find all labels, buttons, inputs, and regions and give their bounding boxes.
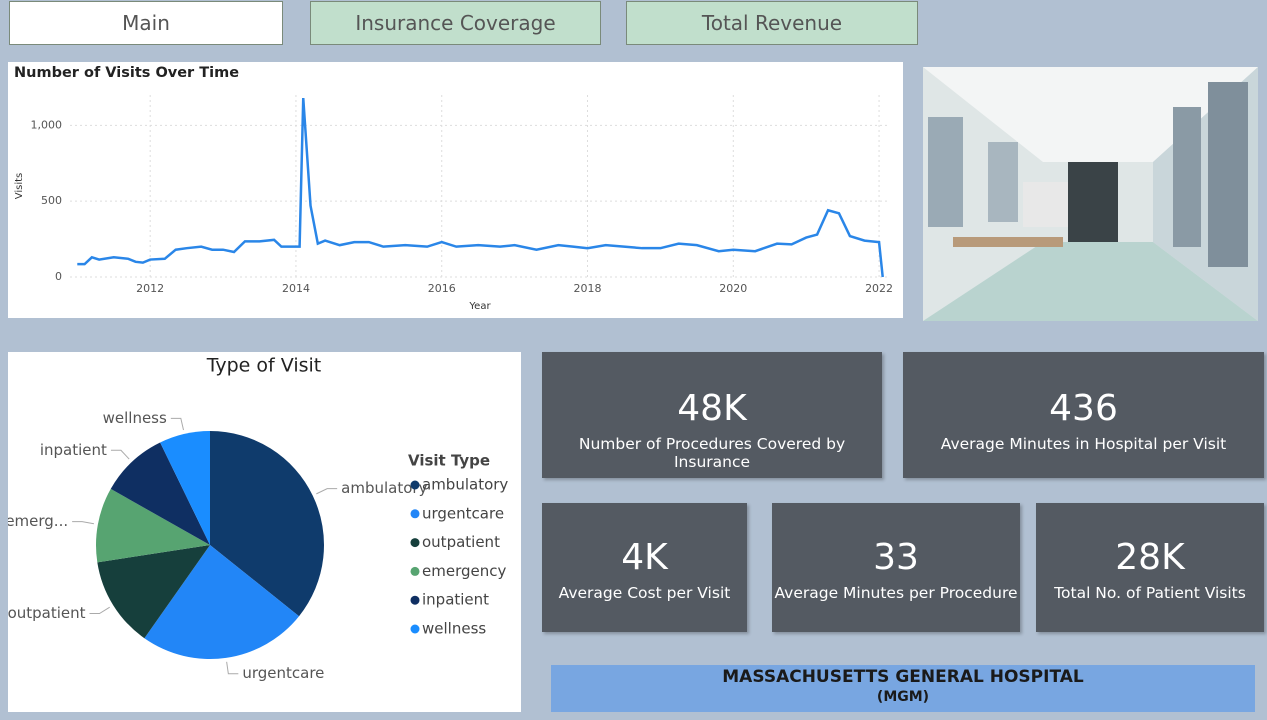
slice-label: outpatient xyxy=(8,604,86,622)
footer-subtitle: (MGM) xyxy=(876,689,930,705)
leader-line xyxy=(316,488,338,495)
x-tick-label: 2020 xyxy=(719,282,747,295)
legend-label: wellness xyxy=(422,620,486,638)
leader-line xyxy=(226,661,239,675)
slice-label: urgentcare xyxy=(242,664,324,682)
kpi-label: Average Minutes in Hospital per Visit xyxy=(940,435,1227,453)
kpi-label: Total No. of Patient Visits xyxy=(1054,584,1246,602)
leader-line xyxy=(89,606,110,615)
footer-title: MASSACHUSETTS GENERAL HOSPITAL xyxy=(722,667,1084,687)
nav-button[interactable]: Insurance Coverage xyxy=(310,1,601,45)
kpi-value: 33 xyxy=(873,537,919,578)
chart-title: Number of Visits Over Time xyxy=(14,65,239,81)
nav-button[interactable]: Total Revenue xyxy=(626,1,918,45)
kpi-label: Number of Procedures Covered by Insuranc… xyxy=(578,435,846,471)
kpi-card: 48K Number of Procedures Covered by Insur… xyxy=(542,352,882,478)
x-tick-label: 2018 xyxy=(574,282,602,295)
slice-label: emerg... xyxy=(8,512,68,530)
kpi-card: 436 Average Minutes in Hospital per Visit xyxy=(903,352,1264,478)
pie-slice xyxy=(95,488,210,563)
kpi-value: 436 xyxy=(1049,388,1118,429)
kpi-card: 33 Average Minutes per Procedure xyxy=(772,503,1020,632)
nav-button[interactable]: Main xyxy=(9,1,283,45)
kpi-card: 4K Average Cost per Visit xyxy=(542,503,747,632)
x-tick-label: 2012 xyxy=(136,282,164,295)
y-tick-label: 500 xyxy=(41,194,62,207)
leader-line xyxy=(110,449,130,460)
kpi-card: 28K Total No. of Patient Visits xyxy=(1036,503,1264,632)
kpi-value: 28K xyxy=(1115,537,1185,578)
legend-label: inpatient xyxy=(422,591,489,609)
legend-label: urgentcare xyxy=(422,504,504,522)
pie-slice xyxy=(110,442,210,545)
pie-chart: Type of Visit ambulatory urgentcare outpati… xyxy=(8,352,521,712)
legend-title: Visit Type xyxy=(408,452,490,470)
x-tick-label: 2014 xyxy=(282,282,310,295)
slice-label: wellness xyxy=(103,409,167,427)
x-tick-label: 2022 xyxy=(865,282,893,295)
footer: MASSACHUSETTS GENERAL HOSPITAL (MGM) xyxy=(551,665,1255,712)
y-tick-label: 1,000 xyxy=(31,118,63,131)
pie-slice xyxy=(160,431,210,545)
legend-marker xyxy=(410,480,420,490)
legend-marker xyxy=(410,566,420,576)
pie-slice xyxy=(144,545,300,659)
legend-marker xyxy=(410,624,420,634)
hospital-photo xyxy=(923,67,1258,321)
line-series xyxy=(77,97,884,278)
kpi-value: 4K xyxy=(621,537,668,578)
leader-line xyxy=(170,417,184,431)
legend-label: emergency xyxy=(422,562,506,580)
kpi-label: Average Cost per Visit xyxy=(558,584,731,602)
legend-label: outpatient xyxy=(422,533,500,551)
y-axis-label: Visits xyxy=(14,173,25,200)
y-tick-label: 0 xyxy=(55,270,62,283)
slice-label: ambulatory xyxy=(341,479,427,497)
slice-label: inpatient xyxy=(40,441,107,459)
pie-slice xyxy=(97,545,210,639)
x-axis-label: Year xyxy=(468,301,491,312)
chart-title: Type of Visit xyxy=(206,355,322,377)
x-tick-label: 2016 xyxy=(428,282,456,295)
legend-label: ambulatory xyxy=(422,476,508,494)
legend-marker xyxy=(410,509,420,519)
line-chart: Number of Visits Over Time Visits Year 0 500… xyxy=(8,62,903,318)
legend-marker xyxy=(410,595,420,605)
leader-line xyxy=(72,521,95,525)
pie-slice xyxy=(210,431,324,617)
kpi-label: Average Minutes per Procedure xyxy=(774,584,1018,602)
kpi-value: 48K xyxy=(677,388,747,429)
legend-marker xyxy=(410,538,420,548)
